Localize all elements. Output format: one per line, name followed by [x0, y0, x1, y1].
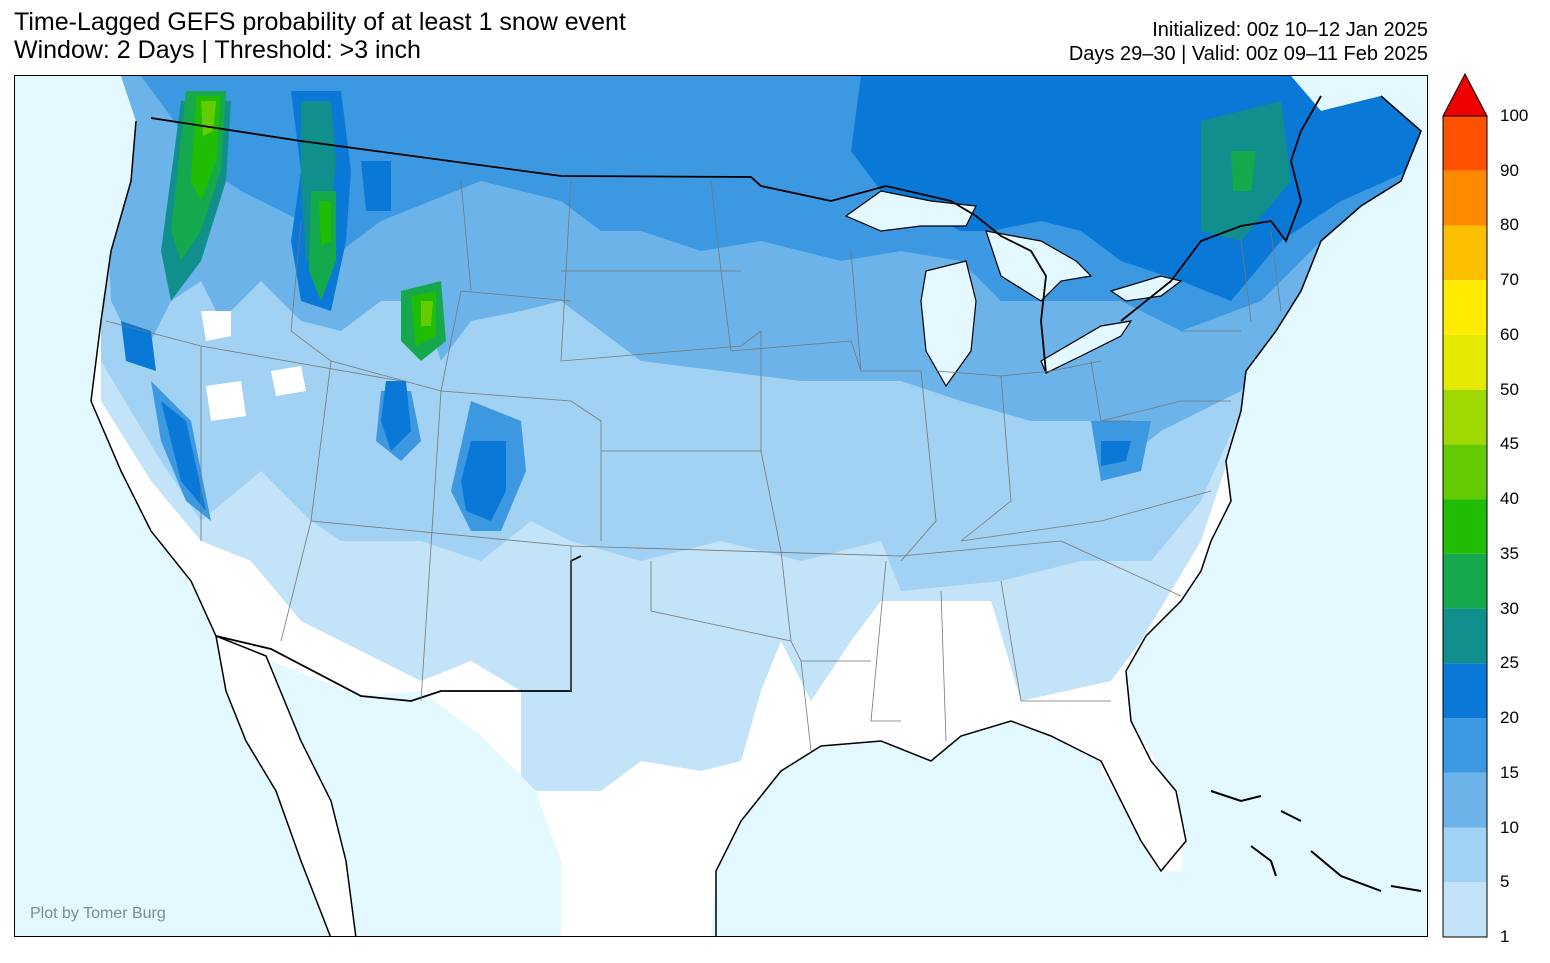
subtitle-line-1: Initialized: 00z 10–12 Jan 2025: [1152, 19, 1428, 41]
colorbar-tick-label: 60: [1500, 324, 1519, 344]
probability-fill: [101, 76, 1421, 791]
colorbar-segment: [1443, 116, 1487, 171]
chart-title: Time-Lagged GEFS probability of at least…: [14, 8, 626, 64]
chart-subtitle: Initialized: 00z 10–12 Jan 2025 Days 29–…: [1069, 18, 1428, 66]
colorbar-tick-label: 90: [1500, 160, 1519, 180]
coastline: [90, 95, 1422, 936]
map-canvas: [90, 76, 1422, 936]
colorbar-segment: [1443, 499, 1487, 554]
title-line-2: Window: 2 Days | Threshold: >3 inch: [14, 36, 421, 64]
colorbar-tick-label: 1: [1500, 927, 1510, 946]
caribbean-islands: [1210, 790, 1422, 892]
colorbar-segment: [1443, 827, 1487, 883]
colorbar-extend-arrow: [1442, 72, 1488, 117]
baja-peninsula: [215, 634, 357, 936]
colorbar-segment: [1443, 553, 1487, 609]
title-line-1: Time-Lagged GEFS probability of at least…: [14, 8, 626, 36]
florida-peninsula: [1101, 736, 1186, 871]
colorbar-segment: [1443, 772, 1487, 828]
colorbar-tick-label: 30: [1500, 598, 1519, 618]
colorbar-tick-label: 5: [1500, 872, 1510, 892]
colorbar-tick-label: 15: [1500, 762, 1519, 782]
colorbar-tick-label: 40: [1500, 489, 1519, 509]
map-panel[interactable]: [14, 75, 1428, 937]
subtitle-line-2: Days 29–30 | Valid: 00z 09–11 Feb 2025: [1068, 43, 1428, 65]
colorbar-tick-label: 10: [1500, 817, 1519, 837]
colorbar-tick-label: 100: [1500, 106, 1529, 125]
colorbar-tick-label: 25: [1500, 653, 1519, 673]
colorbar-border: [1442, 115, 1488, 938]
colorbar-tick-label: 20: [1500, 708, 1519, 728]
colorbar-tick-label: 45: [1500, 434, 1519, 454]
colorbar-segment: [1443, 170, 1487, 226]
state-lines: [105, 180, 1282, 752]
plot-credit: Plot by Tomer Burg: [30, 905, 166, 922]
colorbar-segment: [1443, 718, 1487, 773]
colorbar-tick-label: 80: [1500, 215, 1519, 235]
colorbar-segment: [1443, 882, 1487, 937]
colorbar-segment: [1443, 444, 1487, 500]
colorbar-segment: [1443, 334, 1487, 390]
canada-us-border: [150, 95, 1322, 374]
colorbar-tick-label: 50: [1500, 379, 1519, 399]
colorbar-segment: [1443, 225, 1487, 281]
colorbar-segment: [1443, 389, 1487, 445]
colorbar-segment: [1443, 663, 1487, 719]
colorbar-segment: [1443, 608, 1487, 664]
colorbar-tick-label: 70: [1500, 270, 1519, 290]
colorbar-tick-label: 35: [1500, 543, 1519, 563]
great-lakes: [844, 190, 1183, 388]
colorbar: [1442, 72, 1488, 938]
colorbar-segment: [1443, 280, 1487, 335]
